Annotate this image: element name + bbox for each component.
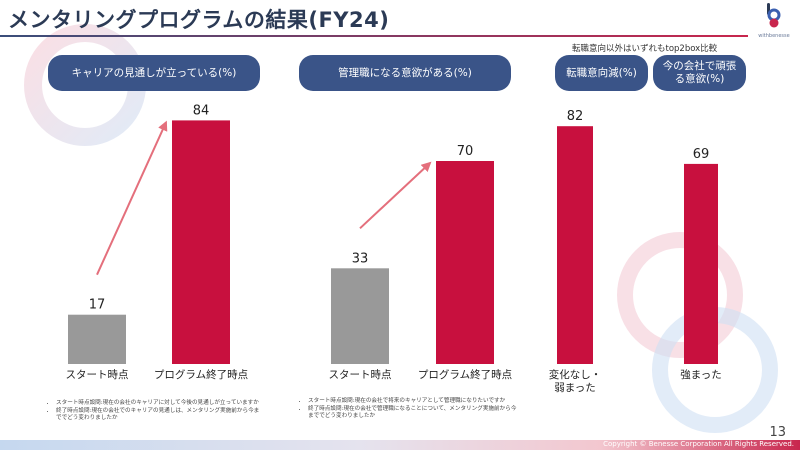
bar-chart1-2 <box>172 120 230 365</box>
category-label-chart1-1: スタート時点 <box>66 369 129 381</box>
label-turnover-intention: 転職意向減(%) <box>555 55 648 91</box>
data-label-chart3-1: 82 <box>567 109 584 124</box>
footnote-mgmt-end: 終了時点設問:現在の会社で管理職になることについて、メンタリング実施前から今まで… <box>308 406 518 421</box>
logo-text: withbenesse <box>758 33 790 39</box>
category-label-chart2-1: スタート時点 <box>329 369 392 381</box>
footnote-mgmt-start: スタート時点設問:現在の会社で将来のキャリアとして管理職になりたいですか <box>308 398 518 406</box>
data-label-chart1-2: 84 <box>193 103 210 118</box>
data-label-chart3-2: 69 <box>693 147 710 162</box>
footnotes-management: スタート時点設問:現在の会社で将来のキャリアとして管理職になりたいですか 終了時… <box>298 398 518 421</box>
label-motivation: 今の会社で頑張る意欲(%) <box>653 55 746 91</box>
page-number: 13 <box>769 425 786 440</box>
footnotes-career: スタート時点設問:現在の会社のキャリアに対して今後の見通しが立っていますか 終了… <box>46 400 264 423</box>
bar-chart2-1 <box>331 268 389 364</box>
bar-chart1-1 <box>68 314 126 364</box>
label-career-outlook: キャリアの見通しが立っている(%) <box>48 55 260 91</box>
copyright-text: Copyright © Benesse Corporation All Righ… <box>603 440 794 448</box>
data-label-chart2-2: 70 <box>457 144 474 159</box>
footnote-career-start: スタート時点設問:現在の会社のキャリアに対して今後の見通しが立っていますか <box>56 400 264 408</box>
page-title: メンタリングプログラムの結果(FY24) <box>8 8 390 32</box>
trend-arrow-chart1 <box>96 120 168 276</box>
category-label-chart3-2: 強まった <box>680 368 722 381</box>
footnote-career-end: 終了時点設問:現在の会社でのキャリアの見通しは、メンタリング実施前から今まででど… <box>56 408 264 423</box>
comparison-note: 転職意向以外はいずれもtop2box比較 <box>572 44 718 54</box>
bar-chart3-2 <box>684 163 718 364</box>
category-label-chart3-1: 変化なし・弱まった <box>549 368 602 394</box>
bar-chart2-2 <box>436 161 494 364</box>
title-divider <box>0 35 748 37</box>
data-label-chart1-1: 17 <box>89 298 106 313</box>
brand-logo: withbenesse <box>752 2 796 40</box>
footer-bar <box>0 440 800 450</box>
label-management-ambition: 管理職になる意欲がある(%) <box>299 55 511 91</box>
benesse-logo-icon <box>767 3 781 28</box>
trend-arrow-chart2 <box>359 161 432 230</box>
bar-chart3-1 <box>557 126 593 364</box>
data-label-chart2-1: 33 <box>352 251 369 266</box>
category-label-chart2-2: プログラム終了時点 <box>418 368 512 381</box>
category-label-chart1-2: プログラム終了時点 <box>154 368 248 381</box>
